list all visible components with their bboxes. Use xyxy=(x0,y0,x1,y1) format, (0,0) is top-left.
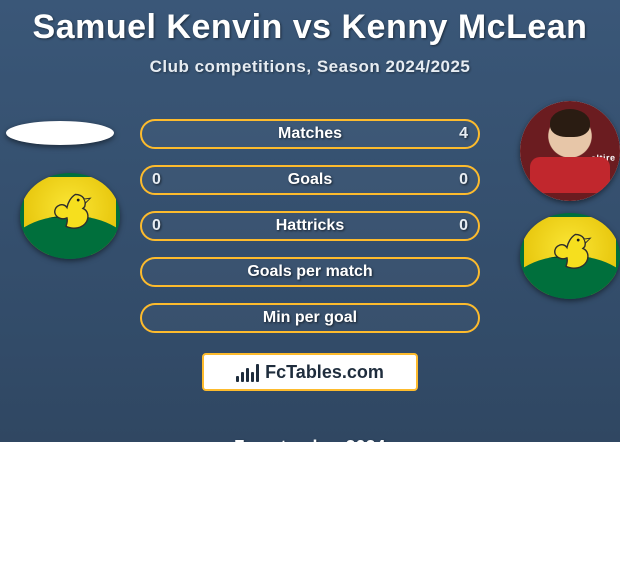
logo-text: FcTables.com xyxy=(265,362,384,383)
stat-label: Goals per match xyxy=(247,263,372,281)
stat-pill: 0 Goals 0 xyxy=(140,165,480,195)
stat-pill: Min per goal xyxy=(140,303,480,333)
stat-pill: Goals per match xyxy=(140,257,480,287)
stat-right-value: 0 xyxy=(459,217,468,235)
stat-label: Hattricks xyxy=(276,217,344,235)
subtitle: Club competitions, Season 2024/2025 xyxy=(0,57,620,77)
left-player-avatar xyxy=(6,121,114,145)
stat-left-value: 0 xyxy=(152,217,161,235)
right-club-crest xyxy=(520,213,620,299)
norwich-crest xyxy=(20,173,120,259)
stat-right-value: 4 xyxy=(459,125,468,143)
stat-right-value: 0 xyxy=(459,171,468,189)
stat-label: Matches xyxy=(278,125,342,143)
stat-pills: Matches 4 0 Goals 0 0 Hattricks 0 Goals … xyxy=(140,119,480,333)
content-area: altire Matches 4 0 Goals 0 xyxy=(0,105,620,365)
page-title: Samuel Kenvin vs Kenny McLean xyxy=(0,0,620,47)
sponsor-text: altire xyxy=(591,153,616,164)
bar xyxy=(241,372,244,382)
bottom-whitespace xyxy=(0,442,620,580)
stat-label: Min per goal xyxy=(263,309,357,327)
stat-pill: 0 Hattricks 0 xyxy=(140,211,480,241)
logo-bars-icon xyxy=(236,362,259,382)
left-club-crest xyxy=(20,173,120,259)
player-portrait: altire xyxy=(520,101,620,201)
stat-label: Goals xyxy=(288,171,332,189)
stat-pill: Matches 4 xyxy=(140,119,480,149)
comparison-card: Samuel Kenvin vs Kenny McLean Club compe… xyxy=(0,0,620,580)
stat-left-value: 0 xyxy=(152,171,161,189)
right-player-avatar: altire xyxy=(520,101,620,201)
canary-icon xyxy=(544,226,596,273)
canary-icon xyxy=(44,186,96,233)
fctables-logo[interactable]: FcTables.com xyxy=(202,353,418,391)
bar xyxy=(251,372,254,382)
bar xyxy=(246,368,249,382)
bar xyxy=(256,364,259,382)
norwich-crest xyxy=(520,213,620,299)
bar xyxy=(236,376,239,382)
